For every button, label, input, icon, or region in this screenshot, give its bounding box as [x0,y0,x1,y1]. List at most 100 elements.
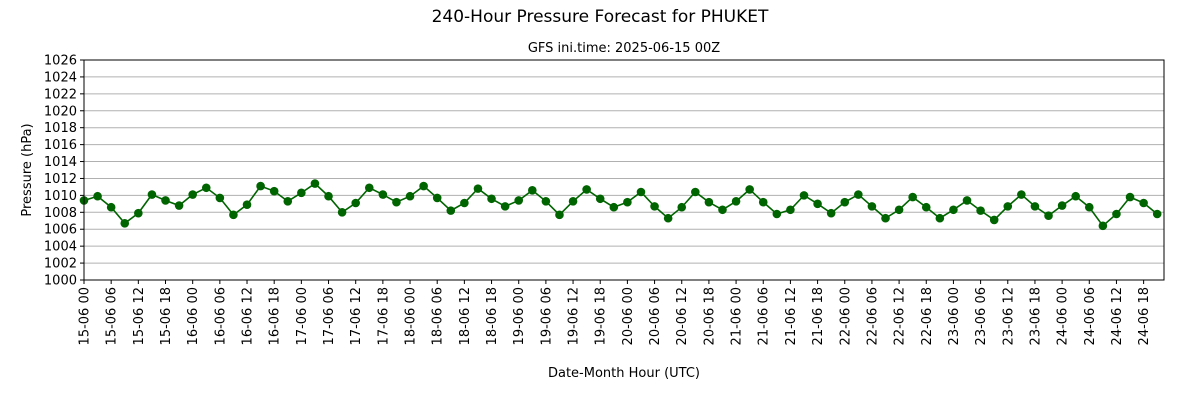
x-tick-label: 15-06 12 [132,287,147,345]
data-point [392,197,401,207]
data-point [405,191,415,201]
x-tick-label: 15-06 06 [105,287,120,345]
data-point [514,196,524,205]
data-point [283,197,293,206]
y-tick-label: 1004 [44,240,77,255]
data-point [1084,202,1094,212]
x-tick-label: 20-06 00 [621,287,636,345]
data-point [650,202,659,211]
data-point [1057,201,1067,210]
y-axis-label: Pressure (hPa) [20,123,35,216]
data-point [378,190,388,199]
x-axis-ticks: 15-06 00 15-06 06 15-06 12 15-06 18 16-06 00… [78,280,1152,345]
data-point [976,206,985,215]
data-point [677,202,687,212]
data-point [324,191,333,201]
data-point [1139,198,1148,208]
x-tick-label: 18-06 00 [404,287,419,345]
x-tick-label: 24-06 18 [1137,287,1152,345]
data-point [623,197,632,207]
x-axis-label: Date-Month Hour (UTC) [548,366,700,381]
y-tick-label: 1016 [44,138,77,153]
x-tick-label: 16-06 06 [213,287,228,345]
data-point [663,213,673,223]
data-point [989,215,999,225]
data-point [201,183,211,193]
data-point [826,208,836,218]
data-point [147,190,157,199]
x-tick-label: 17-06 18 [376,287,391,345]
x-tick-label: 16-06 18 [268,287,283,345]
x-tick-label: 18-06 12 [458,287,473,345]
data-point [636,187,646,197]
data-point [1152,209,1162,219]
data-point [93,191,102,201]
x-tick-label: 18-06 18 [485,287,500,345]
x-tick-label: 23-06 18 [1028,287,1043,345]
x-tick-label: 24-06 00 [1056,287,1071,345]
data-point [541,197,551,206]
data-point [935,213,945,223]
y-tick-label: 1024 [44,70,77,85]
y-tick-label: 1002 [44,257,77,272]
data-point [364,183,374,193]
x-tick-label: 21-06 12 [784,287,799,345]
chart-title: 240-Hour Pressure Forecast for PHUKET [432,7,769,27]
data-point [528,186,537,195]
x-tick-label: 19-06 06 [539,287,554,345]
x-tick-label: 23-06 00 [947,287,962,345]
data-point [704,197,714,207]
data-point [962,196,972,205]
y-tick-label: 1000 [44,274,77,289]
data-point [921,202,931,212]
data-point [161,196,170,205]
data-point [854,190,863,199]
data-point [894,205,904,215]
data-point [799,191,809,200]
data-point [310,179,320,188]
x-tick-label: 22-06 12 [893,287,908,345]
x-tick-label: 21-06 18 [811,287,826,345]
y-tick-label: 1020 [44,104,77,119]
data-point [419,181,428,191]
y-tick-label: 1006 [44,223,77,238]
data-point [949,205,958,215]
data-point [582,185,591,194]
data-point [120,219,130,228]
y-tick-label: 1008 [44,206,77,221]
x-tick-label: 23-06 12 [1001,287,1016,345]
data-point [718,205,727,215]
data-point [881,213,890,223]
data-point [337,208,347,217]
x-tick-label: 15-06 18 [159,287,174,345]
data-point [1030,202,1040,211]
data-point [188,190,197,199]
x-tick-label: 15-06 00 [78,287,93,345]
x-tick-label: 23-06 06 [974,287,989,345]
data-point [487,194,496,204]
x-tick-label: 22-06 18 [920,287,935,345]
x-tick-label: 18-06 06 [431,287,446,345]
x-tick-label: 21-06 00 [730,287,745,345]
pressure-series [79,179,1162,231]
x-tick-label: 17-06 12 [349,287,364,345]
x-tick-label: 19-06 00 [512,287,527,345]
x-tick-label: 20-06 12 [675,287,690,345]
data-point [1044,211,1053,220]
plot-frame [83,59,1165,281]
data-point [460,198,469,208]
x-tick-label: 19-06 18 [594,287,609,345]
x-tick-label: 22-06 00 [838,287,853,345]
data-point [1017,190,1026,199]
y-tick-label: 1012 [44,172,77,187]
data-point [134,208,143,218]
data-point [1098,221,1108,231]
data-point [731,197,741,206]
x-tick-label: 24-06 12 [1110,287,1125,345]
y-tick-label: 1014 [44,155,77,170]
x-tick-label: 24-06 06 [1083,287,1098,345]
data-point [1112,209,1121,219]
y-tick-label: 1010 [44,189,77,204]
data-point [106,202,116,212]
